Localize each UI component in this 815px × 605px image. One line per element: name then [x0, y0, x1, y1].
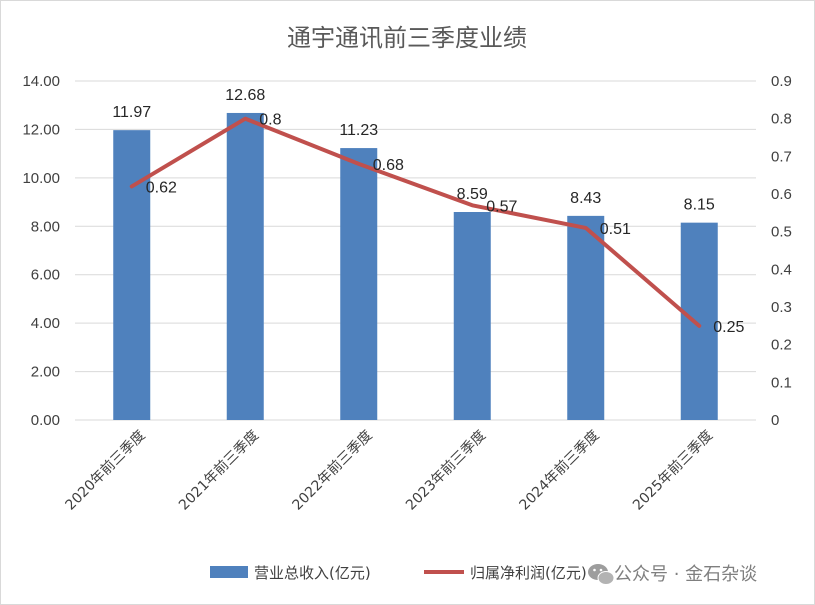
profit-data-label: 0.51 — [600, 221, 631, 238]
left-axis-tick-label: 12.00 — [22, 121, 60, 138]
right-axis-tick-label: 0.2 — [771, 337, 792, 354]
left-axis-tick-label: 0.00 — [31, 412, 60, 429]
right-axis-tick-label: 0.3 — [771, 299, 792, 316]
watermark-text: 公众号 · 金石杂谈 — [614, 564, 757, 585]
chart-title: 通宇通讯前三季度业绩 — [287, 24, 527, 52]
profit-line — [129, 116, 702, 328]
profit-data-labels: 0.62 0.8 0.68 0.57 0.51 0.25 — [146, 112, 745, 336]
left-axis-tick-label: 8.00 — [31, 218, 60, 235]
legend-label-revenue: 营业总收入(亿元) — [254, 564, 371, 582]
revenue-data-label: 11.23 — [339, 122, 378, 139]
revenue-data-labels: 11.97 12.68 11.23 8.59 8.43 8.15 — [112, 87, 715, 214]
right-axis-tick-label: 0.8 — [771, 111, 792, 128]
profit-data-label: 0.68 — [373, 157, 404, 174]
revenue-bar — [680, 222, 718, 420]
left-axis-tick-label: 6.00 — [31, 267, 60, 284]
revenue-bar — [113, 130, 151, 420]
revenue-bar — [567, 215, 605, 420]
left-axis-tick-label: 14.00 — [22, 73, 60, 90]
legend: 营业总收入(亿元) 归属净利润(亿元) — [210, 564, 587, 582]
revenue-data-label: 8.43 — [570, 190, 601, 207]
legend-swatch-revenue — [210, 566, 248, 578]
category-label: 2022年前三季度 — [289, 427, 376, 514]
revenue-bar — [226, 112, 264, 420]
left-axis-ticks: 0.00 2.00 4.00 6.00 8.00 10.00 12.00 14.00 — [22, 73, 60, 429]
right-axis-tick-label: 0.6 — [771, 186, 792, 203]
left-axis-tick-label: 4.00 — [31, 315, 60, 332]
revenue-bar — [453, 211, 491, 420]
revenue-data-label: 11.97 — [112, 104, 151, 121]
right-axis-tick-label: 0 — [771, 412, 779, 429]
left-axis-tick-label: 10.00 — [22, 170, 60, 187]
wechat-icon — [588, 564, 615, 585]
profit-line-path — [129, 116, 702, 328]
right-axis-tick-label: 0.5 — [771, 224, 792, 241]
right-axis-tick-label: 0.9 — [771, 73, 792, 90]
category-label: 2025年前三季度 — [629, 427, 716, 514]
revenue-data-label: 8.15 — [684, 197, 715, 214]
category-label: 2023年前三季度 — [402, 427, 489, 514]
right-axis-tick-label: 0.1 — [771, 374, 792, 391]
legend-label-profit: 归属净利润(亿元) — [470, 564, 587, 582]
revenue-bar — [340, 148, 378, 420]
category-label: 2020年前三季度 — [62, 427, 149, 514]
profit-data-label: 0.57 — [486, 198, 517, 215]
gridlines — [75, 80, 756, 421]
category-label: 2024年前三季度 — [516, 427, 603, 514]
profit-data-label: 0.25 — [713, 319, 744, 336]
watermark: 公众号 · 金石杂谈 — [588, 564, 757, 585]
revenue-bars — [113, 112, 718, 420]
right-axis-tick-label: 0.4 — [771, 261, 792, 278]
profit-data-label: 0.8 — [259, 112, 281, 129]
revenue-data-label: 12.68 — [225, 87, 265, 104]
right-axis-tick-label: 0.7 — [771, 148, 792, 165]
category-labels: 2020年前三季度 2021年前三季度 2022年前三季度 2023年前三季度 2024… — [62, 427, 716, 514]
left-axis-tick-label: 2.00 — [31, 364, 60, 381]
right-axis-ticks: 0 0.1 0.2 0.3 0.4 0.5 0.6 0.7 0.8 0.9 — [771, 73, 792, 429]
profit-data-label: 0.62 — [146, 179, 177, 196]
revenue-data-label: 8.59 — [457, 186, 488, 203]
category-label: 2021年前三季度 — [175, 427, 262, 514]
